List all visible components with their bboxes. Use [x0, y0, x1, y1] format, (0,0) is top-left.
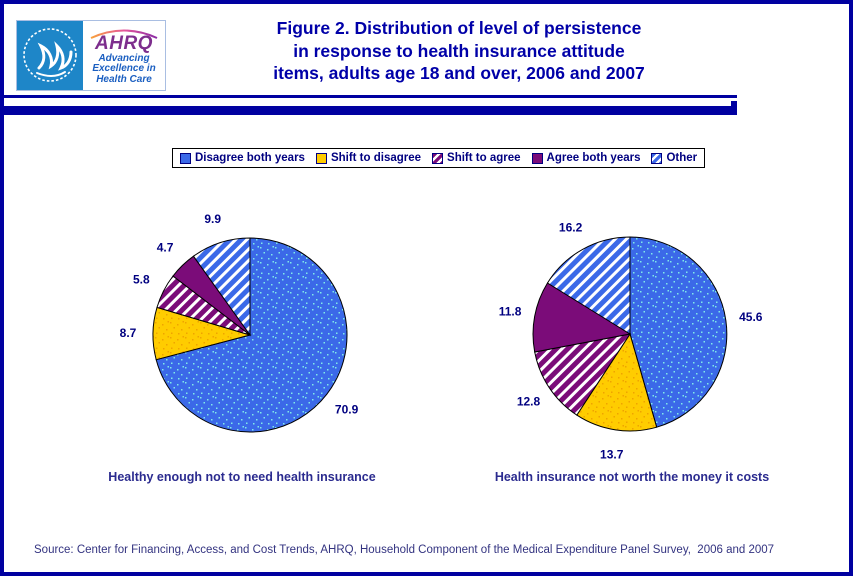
slice-value-label: 16.2 — [559, 220, 583, 234]
pie-slice — [192, 237, 251, 337]
pie-svg: 45.6 13.7 12.8 11.8 16.2 — [499, 220, 763, 462]
legend-swatch-solid-purple — [531, 152, 543, 164]
legend-item: Other — [651, 152, 697, 164]
ahrq-tagline-line: Excellence in — [92, 63, 156, 75]
legend-swatch-solid-blue — [180, 152, 191, 164]
slice-value-label: 70.9 — [335, 403, 359, 417]
legend-item-label: Other — [666, 152, 698, 164]
ahrq-tagline-line: Advancing — [98, 52, 150, 64]
legend-item-label: Shift to disagree — [330, 152, 422, 164]
slice-value-label: 11.8 — [499, 305, 522, 319]
legend-item-label: Disagree both years — [195, 152, 305, 164]
ahrq-wordmark: AHRQ — [95, 32, 153, 54]
figure-title-line: in response to health insurance attitude — [293, 40, 625, 61]
chart-legend: Disagree both years Shift to disagree Shif… — [172, 148, 706, 168]
slice-value-label: 9.9 — [204, 212, 221, 226]
pie-chart-left: 70.9 8.7 5.8 4.7 9.9 — [100, 185, 400, 485]
pie-chart-right: 45.6 13.7 12.8 11.8 16.2 — [480, 184, 780, 484]
legend-item-label: Shift to agree — [447, 152, 521, 164]
slice-value-label: 4.7 — [157, 240, 174, 254]
rainbow-arc-icon — [90, 29, 158, 39]
figure-title-line: Figure 2. Distribution of level of persi… — [276, 18, 642, 38]
header-rule-tick — [731, 101, 737, 106]
header-rule-thick — [4, 106, 737, 115]
pie-slice — [546, 236, 631, 335]
legend-item: Disagree both years — [180, 152, 305, 164]
hhs-eagle-icon — [23, 28, 77, 82]
slice-value-label: 5.8 — [133, 273, 150, 287]
legend-item-label: Agree both years — [546, 152, 641, 164]
header-rule-thin — [4, 95, 737, 98]
slice-value-label: 12.8 — [517, 395, 541, 409]
legend-swatch-stripes-purple — [432, 152, 444, 164]
pie-svg: 70.9 8.7 5.8 4.7 9.9 — [120, 212, 359, 433]
pie-slice — [532, 282, 632, 353]
source-note: Source: Center for Financing, Access, an… — [34, 544, 775, 556]
pie-left-caption: Healthy enough not to need health insura… — [108, 470, 376, 484]
ahrq-tagline-line: Health Care — [96, 73, 152, 85]
figure-title-line: items, adults age 18 and over, 2006 and … — [273, 63, 645, 83]
hhs-ahrq-logo: AHRQ Advancing Excellence in Health Care — [16, 20, 166, 91]
slice-value-label: 45.6 — [739, 310, 763, 324]
slice-value-label: 13.7 — [600, 448, 624, 462]
pie-right-caption: Health insurance not worth the money it … — [494, 470, 770, 484]
legend-item: Agree both years — [531, 152, 641, 164]
pie-slice — [629, 236, 728, 428]
figure-title: Figure 2. Distribution of level of persi… — [179, 17, 739, 85]
pie-slice — [534, 333, 632, 416]
ahrq-tagline: Advancing Excellence in Health Care — [92, 52, 156, 86]
ahrq-branding: AHRQ Advancing Excellence in Health Care — [83, 21, 165, 90]
slice-value-label: 8.7 — [120, 326, 137, 340]
hhs-seal — [17, 21, 83, 90]
pie-slice — [576, 332, 658, 432]
legend-swatch-solid-yellow — [315, 152, 327, 164]
legend-item: Shift to agree — [432, 152, 521, 164]
legend-item: Shift to disagree — [315, 152, 422, 164]
legend-swatch-stripes-blue — [651, 152, 663, 164]
